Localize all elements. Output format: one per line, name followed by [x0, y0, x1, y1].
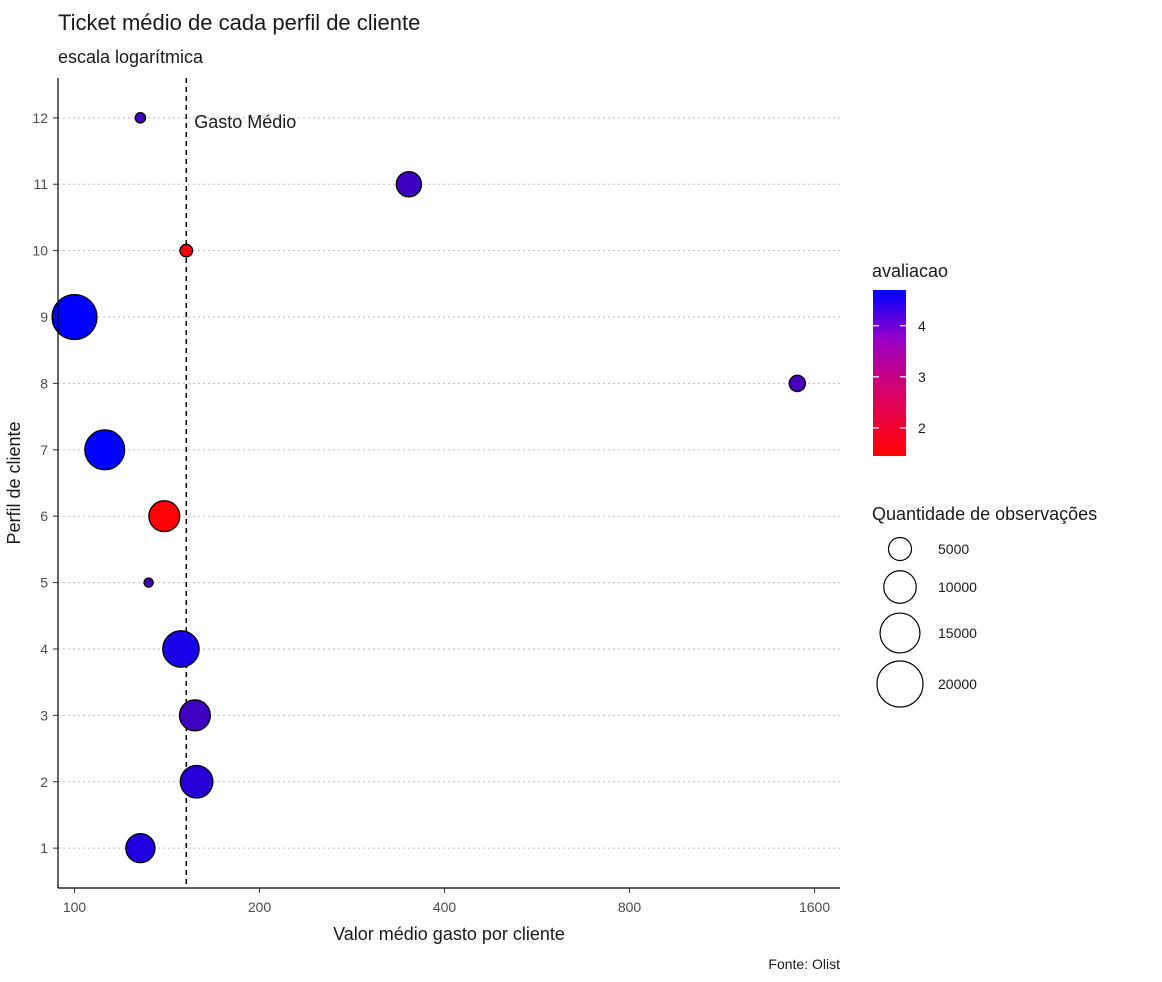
x-tick-label: 800: [618, 899, 642, 915]
size-legend-label: 10000: [938, 579, 977, 595]
data-point-perfil-2: [179, 764, 214, 799]
colorbar-ticks: 2 3 4: [873, 318, 926, 436]
data-point-perfil-8: [788, 374, 807, 393]
y-tick-label: 7: [40, 442, 48, 458]
chart-title: Ticket médio de cada perfil de cliente: [58, 10, 420, 35]
x-axis-title: Valor médio gasto por cliente: [333, 924, 565, 944]
data-point-perfil-5: [143, 577, 154, 588]
color-legend-title: avaliacao: [872, 261, 948, 281]
chart-subtitle: escala logarítmica: [58, 47, 204, 67]
size-legend-circle: [879, 612, 921, 654]
reference-line: Gasto Médio: [185, 78, 296, 888]
y-tick-label: 6: [40, 508, 48, 524]
colorbar-label: 4: [918, 318, 926, 334]
data-point-perfil-10: [179, 243, 194, 258]
size-legend-circle: [887, 536, 913, 562]
x-axis-ticks: 100 200 400 800 1600: [63, 888, 830, 915]
colorbar-label: 3: [918, 369, 926, 385]
size-legend-circle: [876, 660, 924, 708]
grid-lines: [58, 117, 840, 849]
x-tick-label: 1600: [799, 899, 830, 915]
x-tick-label: 400: [433, 899, 457, 915]
mean-line-label: Gasto Médio: [194, 112, 296, 132]
data-point-perfil-12: [134, 112, 147, 124]
colorbar-label: 2: [918, 420, 926, 436]
data-point-perfil-4: [162, 630, 200, 668]
size-legend-label: 15000: [938, 625, 977, 641]
x-tick-label: 100: [63, 899, 87, 915]
size-legend-label: 20000: [938, 676, 977, 692]
size-legend-label: 5000: [938, 541, 969, 557]
y-axis-title: Perfil de cliente: [4, 421, 24, 544]
y-tick-label: 8: [40, 375, 48, 391]
data-point-perfil-9: [51, 293, 98, 341]
size-legend-keys: 5000 10000 15000 20000: [876, 536, 977, 708]
data-point-perfil-7: [84, 429, 126, 471]
color-legend: avaliacao 2 3 4: [872, 261, 948, 456]
y-tick-label: 3: [40, 707, 48, 723]
size-legend: Quantidade de observações 5000 10000 15000…: [872, 504, 1097, 708]
caption: Fonte: Olist: [768, 956, 840, 972]
y-tick-label: 12: [32, 110, 48, 126]
y-tick-label: 2: [40, 774, 48, 790]
y-tick-label: 10: [32, 243, 48, 259]
y-tick-label: 11: [33, 176, 48, 192]
size-legend-title: Quantidade de observações: [872, 504, 1097, 524]
data-point-perfil-11: [395, 170, 423, 198]
x-tick-label: 200: [248, 899, 272, 915]
y-tick-label: 9: [40, 309, 48, 325]
y-tick-label: 4: [40, 641, 48, 657]
data-point-perfil-6: [148, 500, 181, 533]
colorbar: [873, 290, 906, 456]
y-tick-label: 1: [40, 840, 48, 856]
data-point-perfil-3: [178, 699, 211, 732]
data-point-perfil-1: [125, 832, 156, 864]
size-legend-circle: [883, 570, 917, 604]
data-points: [51, 112, 807, 864]
y-tick-label: 5: [40, 575, 48, 591]
